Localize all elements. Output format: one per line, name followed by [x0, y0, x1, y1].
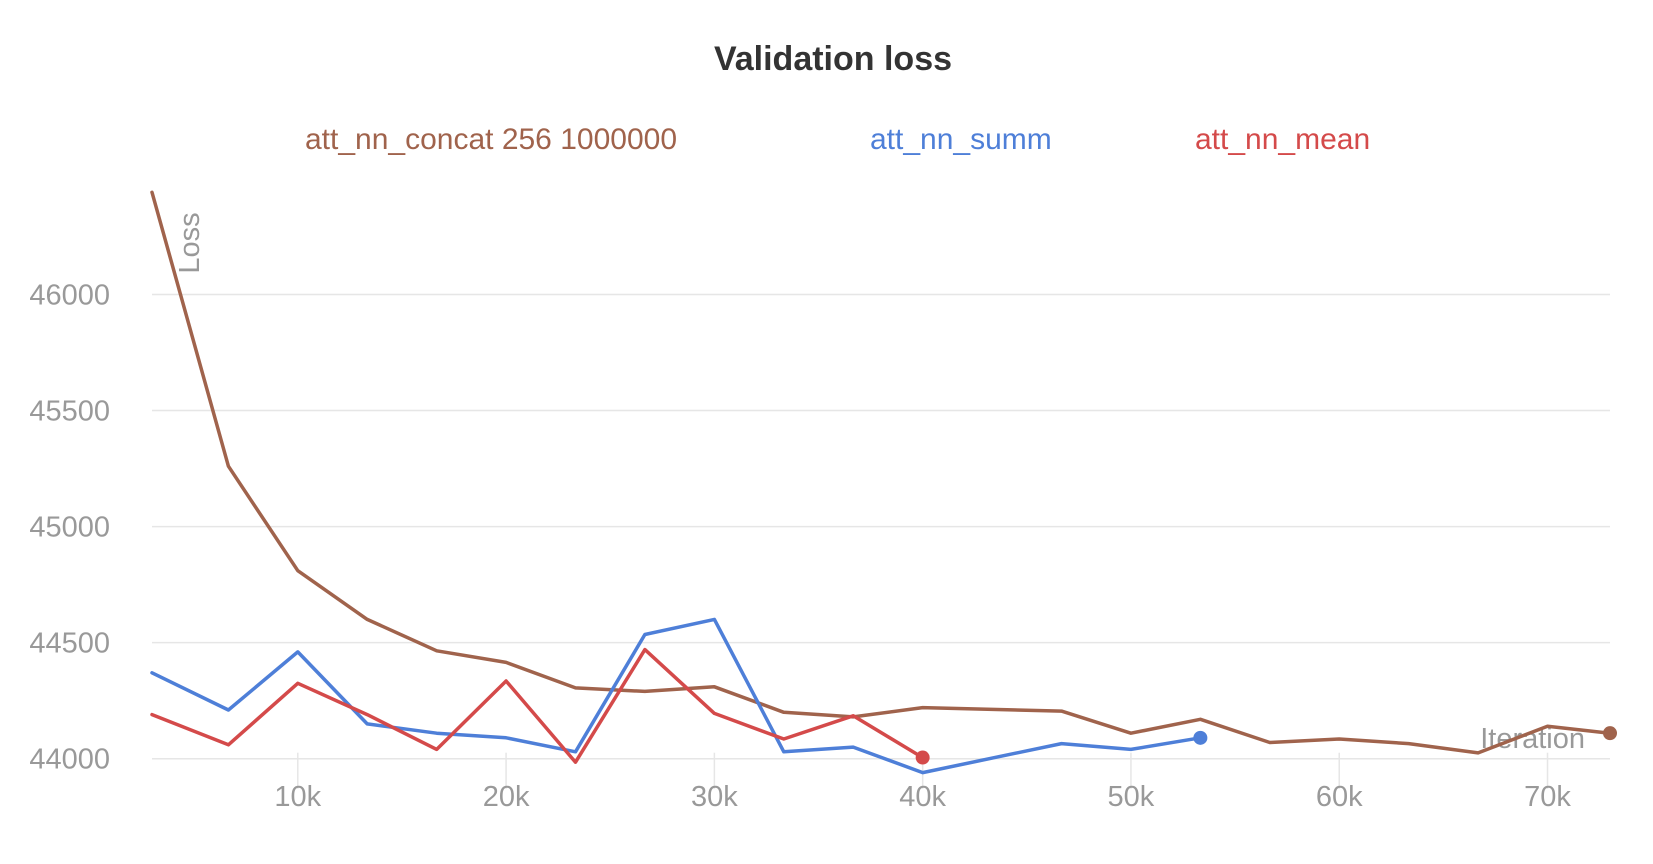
x-tick-label: 10k — [274, 781, 321, 813]
x-tick-label: 20k — [483, 781, 530, 813]
x-tick-label: 40k — [899, 781, 946, 813]
x-tick-label: 70k — [1524, 781, 1571, 813]
series-line-concat — [150, 190, 1612, 755]
x-tick-label: 50k — [1108, 781, 1155, 813]
series-line-summ — [150, 617, 1203, 775]
y-tick-label: 44000 — [29, 744, 110, 776]
chart-title: Validation loss — [714, 40, 952, 78]
series-end-point — [1193, 730, 1208, 745]
series-end-point — [915, 750, 930, 765]
y-axis-title: Loss — [174, 212, 206, 273]
series-line-mean — [150, 647, 925, 764]
series-end-point — [1603, 726, 1617, 741]
series-lines — [150, 190, 1612, 775]
legend-item-concat[interactable]: att_nn_concat 256 1000000 — [305, 123, 677, 156]
legend: att_nn_concat 256 1000000 att_nn_summ at… — [305, 123, 1370, 156]
x-tick-label: 30k — [691, 781, 738, 813]
x-axis-ticks: 10k 20k 30k 40k 50k 60k 70k — [274, 781, 1571, 813]
legend-item-mean[interactable]: att_nn_mean — [1195, 123, 1370, 156]
legend-item-summ[interactable]: att_nn_summ — [870, 123, 1052, 156]
grid-lines — [152, 293, 1610, 789]
y-tick-label: 44500 — [29, 628, 110, 660]
x-tick-label: 60k — [1316, 781, 1363, 813]
y-tick-label: 45500 — [29, 396, 110, 428]
series-end-markers — [915, 726, 1617, 765]
y-tick-label: 45000 — [29, 512, 110, 544]
y-axis-ticks: 44000 44500 45000 45500 46000 — [29, 279, 110, 775]
y-tick-label: 46000 — [29, 279, 110, 311]
